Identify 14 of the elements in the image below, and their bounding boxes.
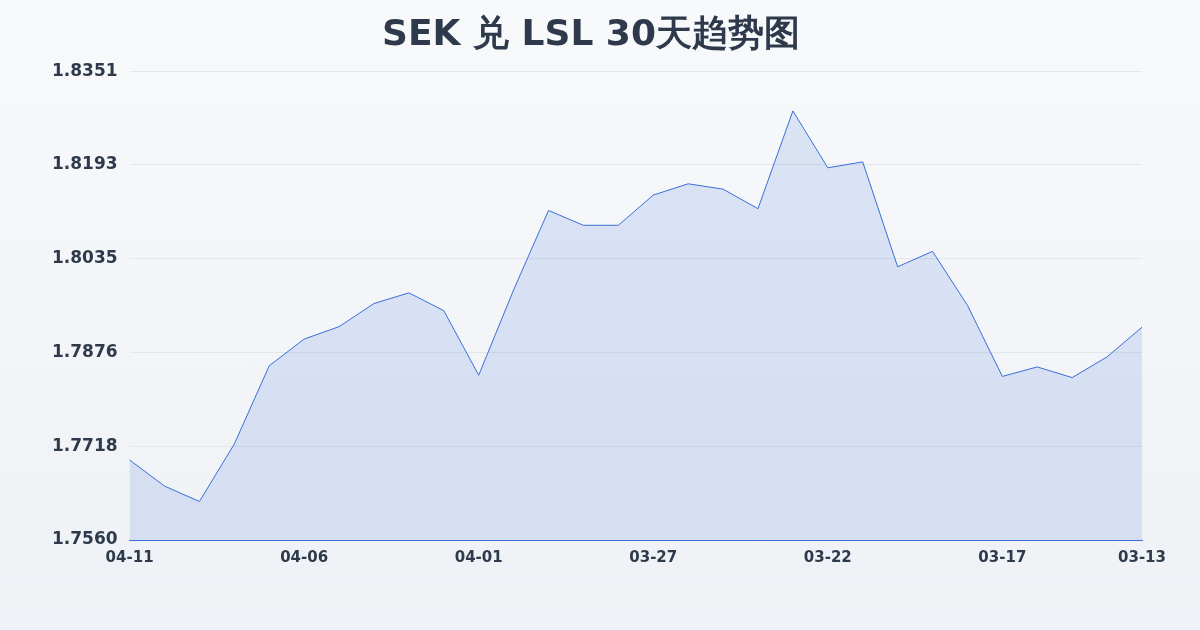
- chart-title: SEK 兑 LSL 30天趋势图: [382, 11, 800, 53]
- x-tick-label: 04-01: [454, 547, 503, 566]
- y-tick-label: 1.7876: [51, 341, 118, 362]
- y-tick-label: 1.7718: [51, 434, 118, 455]
- x-tick-label: 03-27: [629, 547, 678, 566]
- y-tick-label: 1.8193: [51, 153, 118, 174]
- y-tick-label: 1.7560: [51, 528, 118, 549]
- x-tick-label: 03-17: [978, 547, 1027, 566]
- y-tick-label: 1.8351: [51, 59, 118, 80]
- x-tick-label: 04-06: [280, 547, 329, 566]
- x-tick-label: 03-22: [803, 547, 852, 566]
- x-tick-label: 03-13: [1118, 547, 1166, 566]
- y-tick-label: 1.8035: [51, 246, 118, 267]
- x-tick-label: 04-11: [105, 547, 154, 566]
